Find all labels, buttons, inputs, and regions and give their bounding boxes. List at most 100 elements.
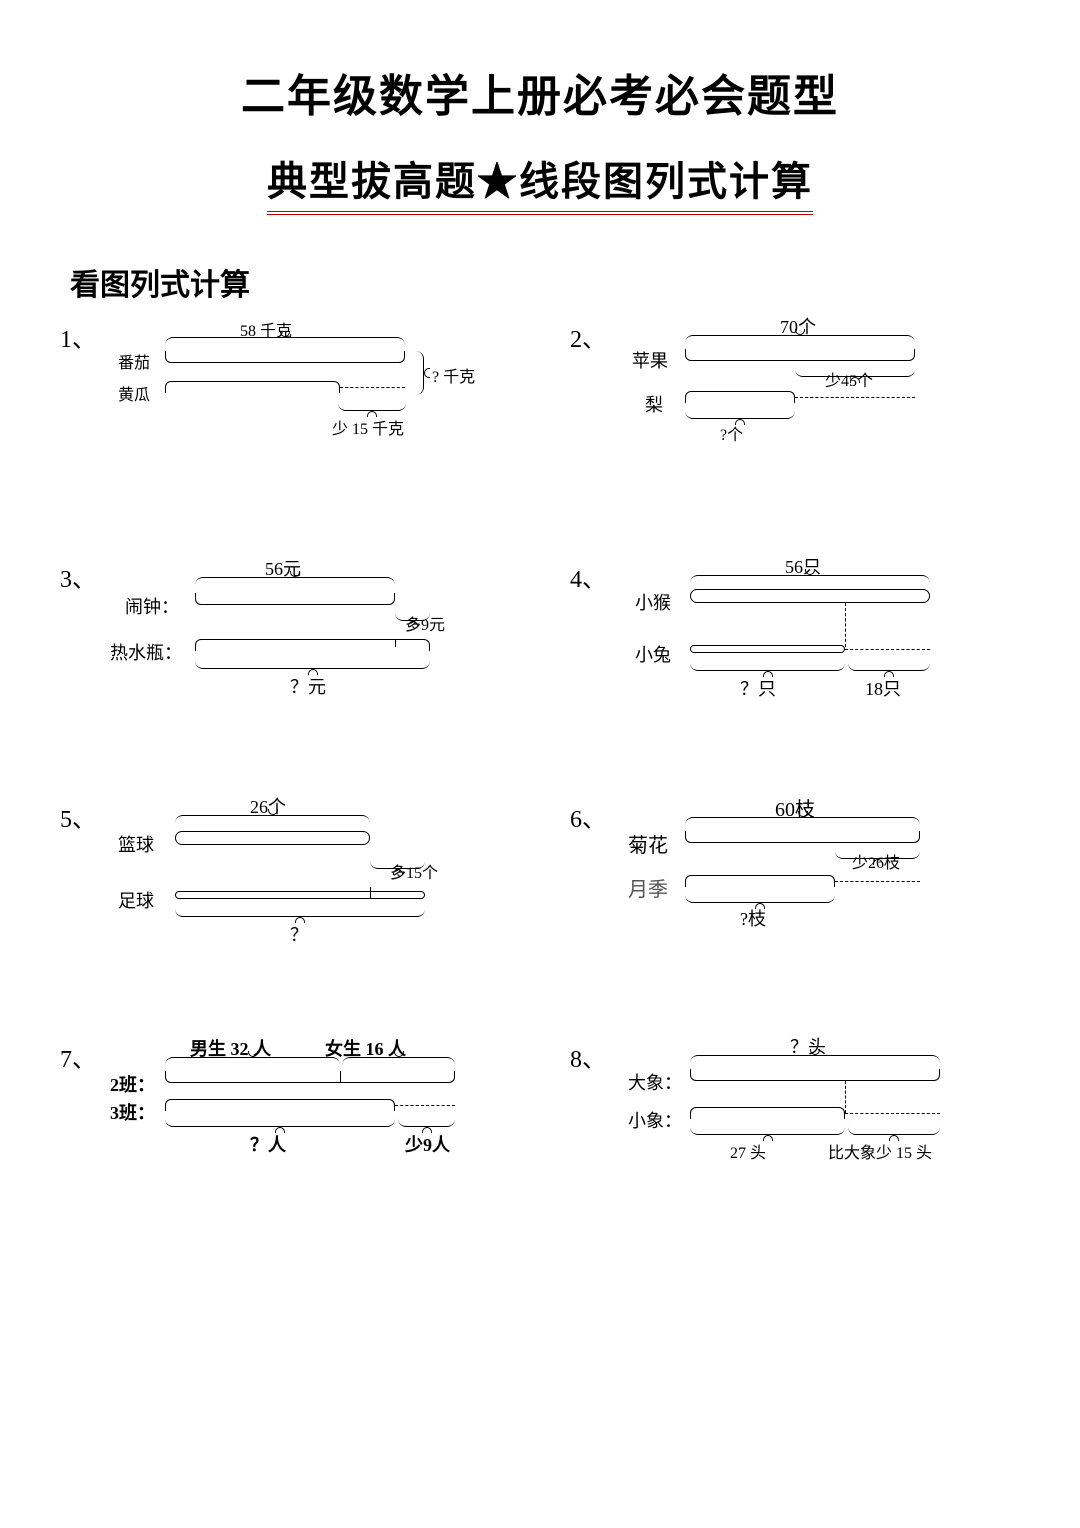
diagram: 60枝 菊花 少26枝 月季 ?枝 bbox=[620, 799, 1020, 979]
brace-top bbox=[690, 575, 930, 589]
bar bbox=[685, 875, 835, 887]
brace-bottom bbox=[175, 903, 425, 917]
diagram: 56元 闹钟： 多9元 热水瓶： ？元 bbox=[110, 559, 510, 739]
part-label: 27 头 bbox=[730, 1139, 766, 1163]
item-label: 黄瓜 bbox=[118, 381, 150, 405]
item-label: 番茄 bbox=[118, 349, 150, 373]
brace-top bbox=[685, 335, 915, 349]
tick bbox=[395, 639, 396, 647]
diagram: 男生 32 人 女生 16 人 2班： 3班： ？人 少9人 bbox=[110, 1039, 510, 1219]
question-label: ？ bbox=[290, 921, 308, 947]
bar bbox=[165, 1099, 395, 1111]
question-label: ?枝 bbox=[740, 905, 766, 931]
problem-3: 3、 56元 闹钟： 多9元 热水瓶： ？元 bbox=[60, 559, 510, 709]
bar bbox=[175, 891, 425, 899]
bar bbox=[685, 391, 795, 403]
dashed-v bbox=[845, 1081, 846, 1113]
page-subtitle: 典型拔高题★线段图列式计算 bbox=[267, 149, 813, 215]
brace-bottom bbox=[685, 889, 835, 903]
problem-number: 5、 bbox=[60, 799, 96, 834]
question-label: ?个 bbox=[720, 421, 743, 445]
brace-bottom bbox=[338, 397, 406, 411]
brace-bottom bbox=[195, 655, 430, 669]
item-label: 月季 bbox=[628, 873, 668, 902]
brace-right bbox=[410, 351, 424, 395]
brace-top bbox=[175, 815, 370, 829]
diagram: 70个 苹果 少45个 梨 ?个 bbox=[620, 319, 1020, 499]
item-label: 热水瓶： bbox=[110, 639, 182, 665]
brace-top bbox=[690, 1055, 940, 1069]
bar bbox=[165, 351, 405, 363]
question-label: ？只 bbox=[740, 675, 776, 701]
diff-label: 少 15 千克 bbox=[332, 415, 404, 439]
problem-5: 5、 26个 篮球 多15个 足球 ？ bbox=[60, 799, 510, 949]
tick bbox=[340, 1071, 341, 1083]
item-label: 小象： bbox=[628, 1107, 682, 1133]
row-label: 2班： bbox=[110, 1071, 155, 1097]
problem-number: 2、 bbox=[570, 319, 606, 354]
brace-bottom bbox=[848, 1121, 940, 1135]
problem-8: 8、 ？头 大象： 小象： 27 头 比大象少 15 头 bbox=[570, 1039, 1020, 1189]
brace-bottom bbox=[685, 405, 795, 419]
problem-4: 4、 56只 小猴 小兔 ？只 18只 bbox=[570, 559, 1020, 709]
bar bbox=[685, 831, 920, 843]
problem-1: 1、 58 千克 番茄 黄瓜 ? 千克 少 15 千克 bbox=[60, 319, 510, 469]
item-label: 大象： bbox=[628, 1069, 682, 1095]
problem-number: 6、 bbox=[570, 799, 606, 834]
problem-number: 4、 bbox=[570, 559, 606, 594]
diagram: 58 千克 番茄 黄瓜 ? 千克 少 15 千克 bbox=[110, 319, 510, 499]
dashed-line bbox=[835, 881, 920, 882]
brace-top bbox=[165, 337, 405, 351]
tick bbox=[370, 887, 371, 899]
item-label: 菊花 bbox=[628, 829, 668, 858]
brace-bottom bbox=[398, 1113, 455, 1127]
subtitle-wrap: 典型拔高题★线段图列式计算 bbox=[50, 149, 1030, 215]
item-label: 梨 bbox=[645, 391, 663, 417]
row-label: 3班： bbox=[110, 1099, 155, 1125]
brace-bottom bbox=[165, 1113, 395, 1127]
brace-bottom bbox=[690, 657, 845, 671]
diff-label: 少26枝 bbox=[852, 849, 900, 873]
bar bbox=[165, 381, 340, 393]
bar bbox=[690, 645, 845, 653]
page-title: 二年级数学上册必考必会题型 bbox=[50, 60, 1030, 124]
diagram: ？头 大象： 小象： 27 头 比大象少 15 头 bbox=[620, 1039, 1020, 1219]
diagram: 26个 篮球 多15个 足球 ？ bbox=[110, 799, 510, 979]
item-label: 闹钟： bbox=[125, 593, 179, 619]
dashed-v bbox=[845, 603, 846, 647]
brace-top bbox=[342, 1057, 455, 1071]
diff-label: 多9元 bbox=[405, 611, 445, 635]
diff-label: 少9人 bbox=[405, 1131, 450, 1157]
item-label: 小猴 bbox=[635, 589, 671, 615]
value-label: 18只 bbox=[865, 675, 901, 701]
brace-top bbox=[685, 817, 920, 831]
dashed-line bbox=[340, 387, 405, 388]
brace-top bbox=[195, 577, 395, 591]
item-label: 足球 bbox=[118, 887, 154, 913]
bar bbox=[175, 831, 370, 845]
bar bbox=[195, 593, 395, 605]
problem-grid: 1、 58 千克 番茄 黄瓜 ? 千克 少 15 千克 2、 70个 苹果 少4… bbox=[50, 319, 1030, 1189]
question-label: ？人 bbox=[250, 1131, 286, 1157]
brace-top bbox=[165, 1057, 340, 1071]
dashed-line bbox=[795, 397, 915, 398]
bar bbox=[690, 589, 930, 603]
item-label: 篮球 bbox=[118, 831, 154, 857]
bar bbox=[685, 349, 915, 361]
brace-bottom bbox=[690, 1121, 845, 1135]
problem-7: 7、 男生 32 人 女生 16 人 2班： 3班： ？人 少9人 bbox=[60, 1039, 510, 1189]
question-label: ？元 bbox=[290, 673, 326, 699]
problem-number: 7、 bbox=[60, 1039, 96, 1074]
diff-label: 多15个 bbox=[390, 859, 438, 883]
problem-6: 6、 60枝 菊花 少26枝 月季 ?枝 bbox=[570, 799, 1020, 949]
dashed-line bbox=[845, 1113, 940, 1114]
problem-number: 3、 bbox=[60, 559, 96, 594]
problem-number: 8、 bbox=[570, 1039, 606, 1074]
item-label: 苹果 bbox=[632, 347, 668, 373]
dashed-line bbox=[845, 649, 930, 650]
bar bbox=[690, 1069, 940, 1081]
problem-2: 2、 70个 苹果 少45个 梨 ?个 bbox=[570, 319, 1020, 469]
dashed-line bbox=[395, 1105, 455, 1106]
diagram: 56只 小猴 小兔 ？只 18只 bbox=[620, 559, 1020, 739]
brace-bottom bbox=[848, 657, 930, 671]
